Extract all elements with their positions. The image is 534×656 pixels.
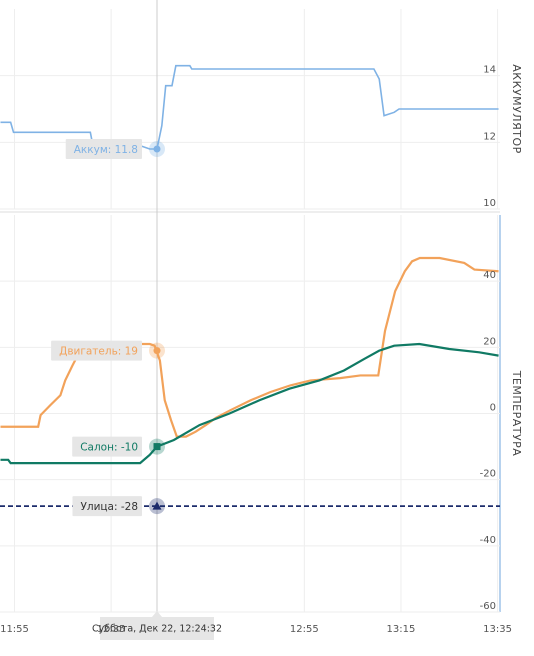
y-tick-label: 0 xyxy=(490,403,496,414)
tooltip-label: Салон: -10 xyxy=(80,442,138,454)
y-tick-label: -20 xyxy=(480,469,496,480)
tooltip-label: Улица: -28 xyxy=(80,501,138,513)
marker xyxy=(153,145,161,153)
y-axis-title: АККУМУЛЯТОР xyxy=(510,64,523,153)
y-axis-title: ТЕМПЕРАТУРА xyxy=(510,370,523,457)
marker xyxy=(153,347,161,355)
y-tick-label: -60 xyxy=(480,601,496,612)
time-tooltip-label: Суббота, Дек 22, 12:24:32 xyxy=(92,624,222,635)
y-tick-label: 20 xyxy=(483,336,496,347)
y-tick-label: 12 xyxy=(483,131,496,142)
tooltip-box xyxy=(65,139,142,159)
time-tooltip-box xyxy=(100,611,214,640)
y-tick-label: 40 xyxy=(483,270,496,281)
tooltip-box xyxy=(51,340,142,361)
x-tick-label: 11:55 xyxy=(0,624,29,635)
grid-layer xyxy=(0,0,500,613)
tooltip-label: Аккум: 11.8 xyxy=(74,144,138,156)
y-tick-label: -40 xyxy=(480,535,496,546)
x-tick-label: 12:35 xyxy=(97,624,126,635)
series-line xyxy=(0,342,499,465)
tooltip-box xyxy=(72,496,142,517)
series-line xyxy=(0,64,499,150)
tooltip-box xyxy=(72,436,142,457)
time-tooltip: Суббота, Дек 22, 12:24:32 xyxy=(92,611,222,640)
tooltip-layer: Аккум: 11.8 Двигатель: 19 Салон: -10 Улица:… xyxy=(51,139,222,640)
x-tick-label: 12:55 xyxy=(290,624,319,635)
y-tick-label: 10 xyxy=(483,198,496,209)
x-tick-label: 13:35 xyxy=(483,624,512,635)
tooltip-label: Двигатель: 19 xyxy=(59,346,138,358)
x-tick-label: 13:15 xyxy=(387,624,416,635)
marker xyxy=(152,501,162,510)
marker xyxy=(153,443,161,451)
y-tick-label: 14 xyxy=(483,65,496,76)
